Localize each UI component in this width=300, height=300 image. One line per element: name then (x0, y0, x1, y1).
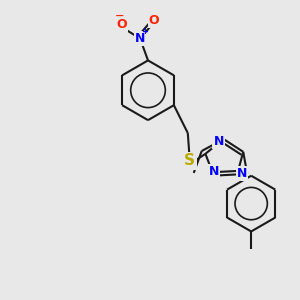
Text: N: N (135, 32, 145, 45)
Text: +: + (142, 27, 148, 36)
Text: N: N (237, 167, 247, 180)
Text: O: O (149, 14, 159, 27)
Text: N: N (208, 165, 219, 178)
Text: N: N (213, 135, 224, 148)
Text: O: O (117, 18, 128, 31)
Text: −: − (115, 11, 124, 21)
Text: S: S (184, 153, 195, 168)
